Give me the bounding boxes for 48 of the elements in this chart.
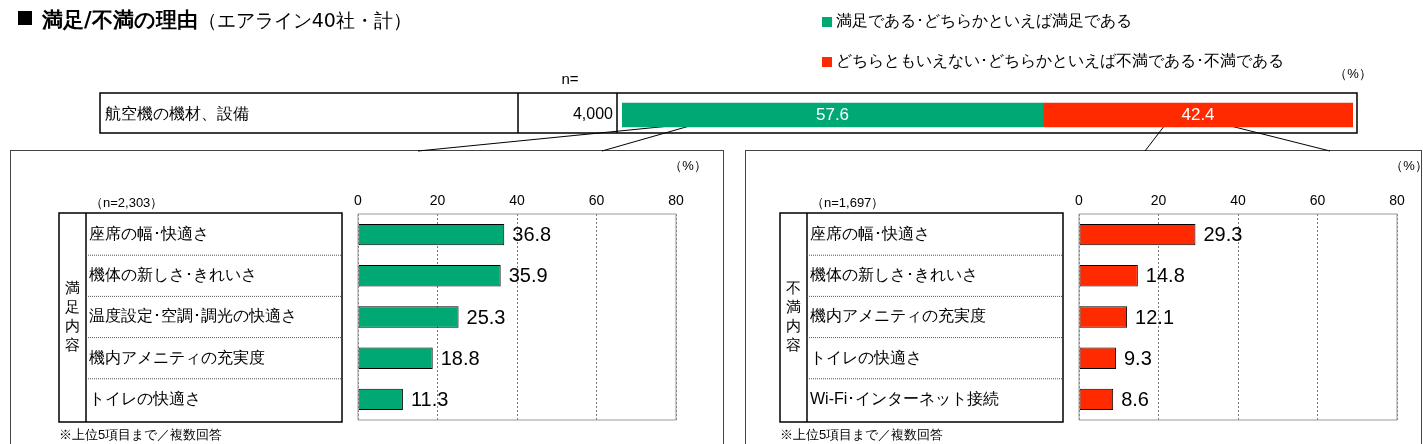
text: ※上位5項目まで／複数回答 (59, 426, 223, 442)
y-tick-label: 航空機の機材、設備 (105, 105, 249, 123)
x-tick-label: 40 (509, 192, 525, 209)
x-tick-label: 80 (1389, 192, 1405, 209)
text: （n=2,303） (90, 194, 164, 210)
data-label: 25.3 (466, 305, 506, 328)
text: （n=1,697） (811, 194, 885, 210)
y-tick-label: 温度設定･空調･調光の快適さ (89, 307, 297, 325)
legend-label: 満足である･どちらかといえば満足である (836, 12, 1132, 30)
data-label: 18.8 (440, 346, 480, 369)
y-tick-label: トイレの快適さ (810, 348, 922, 366)
x-tick-label: 20 (429, 192, 446, 209)
x-tick-label: 60 (588, 192, 605, 209)
text: 4,000 (572, 105, 614, 123)
y-axis-title: 不満内容 (786, 278, 801, 353)
x-tick-label: 0 (354, 192, 363, 209)
data-label: 9.3 (1123, 346, 1152, 369)
y-tick-label: 機内アメニティの充実度 (89, 348, 265, 366)
data-label: 8.6 (1121, 387, 1149, 410)
y-tick-label: 機体の新しさ･きれいさ (89, 266, 257, 284)
x-tick-label: 40 (1230, 192, 1246, 209)
text: n= (561, 70, 579, 88)
data-label: 11.3 (410, 387, 449, 410)
data-label: 12.1 (1135, 305, 1175, 328)
y-tick-label: Wi-Fi･インターネット接続 (810, 389, 1000, 407)
data-label: 35.9 (508, 264, 548, 287)
data-label: 57.6 (815, 104, 850, 124)
y-tick-label: 座席の幅･快適さ (810, 225, 930, 243)
y-tick-label: トイレの快適さ (89, 389, 201, 407)
text: ※上位5項目まで／複数回答 (780, 426, 944, 442)
text: （エアライン40社・計） (197, 9, 412, 31)
x-tick-label: 0 (1075, 192, 1084, 209)
x-tick-label: 80 (668, 192, 684, 209)
legend-label: どちらともいえない･どちらかといえば不満である･不満である (836, 52, 1284, 70)
annotation: （%） (1334, 65, 1372, 81)
annotation: （%） (669, 157, 707, 173)
y-tick-label: 機内アメニティの充実度 (810, 307, 986, 325)
data-label: 14.8 (1145, 264, 1185, 287)
y-tick-label: 座席の幅･快適さ (89, 225, 209, 243)
text: （%） (1390, 157, 1423, 173)
x-tick-label: 20 (1150, 192, 1167, 209)
y-tick-label: 機体の新しさ･きれいさ (810, 266, 978, 284)
text: 満足/不満の理由 (42, 8, 198, 32)
y-axis-title: 満足内容 (65, 278, 80, 353)
data-label: 42.4 (1181, 104, 1215, 124)
data-label: 36.8 (512, 223, 552, 246)
x-tick-label: 60 (1309, 192, 1326, 209)
data-label: 29.3 (1203, 223, 1243, 246)
